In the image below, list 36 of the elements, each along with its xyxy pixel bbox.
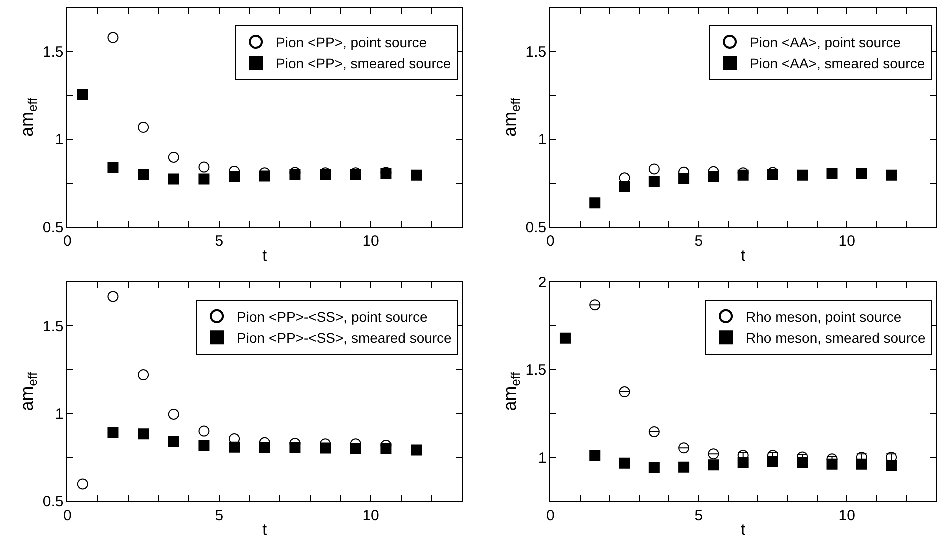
x-tick-label: 10	[838, 233, 856, 250]
x-tick-label: 5	[694, 507, 704, 524]
x-tick-label: 10	[362, 233, 380, 250]
x-axis-title: t	[741, 522, 746, 540]
legend-label: Pion <AA>, smeared source	[750, 56, 926, 72]
legend-label: Pion <AA>, point source	[750, 34, 902, 51]
y-tick-label: 1.5	[526, 362, 547, 380]
x-axis-title: t	[741, 248, 746, 265]
x-tick-label: 0	[546, 233, 555, 250]
y-tick-label: 0.5	[42, 494, 64, 511]
legend-label: Pion <PP>, point source	[276, 34, 428, 51]
x-tick-label: 10	[362, 507, 380, 524]
legend-label: Pion <PP>-<SS>, smeared source	[237, 330, 452, 346]
y-tick-label: 1.5	[526, 44, 547, 62]
y-tick-label: 0.5	[42, 219, 64, 236]
x-tick-label: 5	[215, 507, 224, 524]
y-tick-label: 1.5	[42, 44, 64, 62]
x-tick-label: 5	[694, 233, 704, 250]
y-tick-label: 1	[538, 132, 547, 149]
legend-label: Rho meson, point source	[746, 308, 902, 325]
legend-label: Pion <PP>, smeared source	[276, 56, 452, 72]
x-tick-label: 0	[64, 233, 72, 250]
x-axis-title: t	[262, 248, 268, 265]
y-tick-label: 0.5	[526, 219, 547, 236]
y-tick-label: 1	[55, 132, 64, 149]
legend-label: Rho meson, smeared source	[746, 330, 926, 346]
x-tick-label: 10	[838, 507, 856, 524]
x-tick-label: 5	[215, 233, 224, 250]
legend-label: Pion <PP>-<SS>, point source	[237, 308, 428, 325]
y-tick-label: 1	[538, 450, 547, 467]
x-tick-label: 0	[546, 507, 555, 524]
y-tick-label: 1	[55, 406, 64, 424]
y-tick-label: 1.5	[42, 318, 64, 336]
x-tick-label: 0	[64, 507, 72, 524]
y-tick-label: 2	[538, 274, 547, 292]
x-axis-title: t	[262, 522, 268, 540]
